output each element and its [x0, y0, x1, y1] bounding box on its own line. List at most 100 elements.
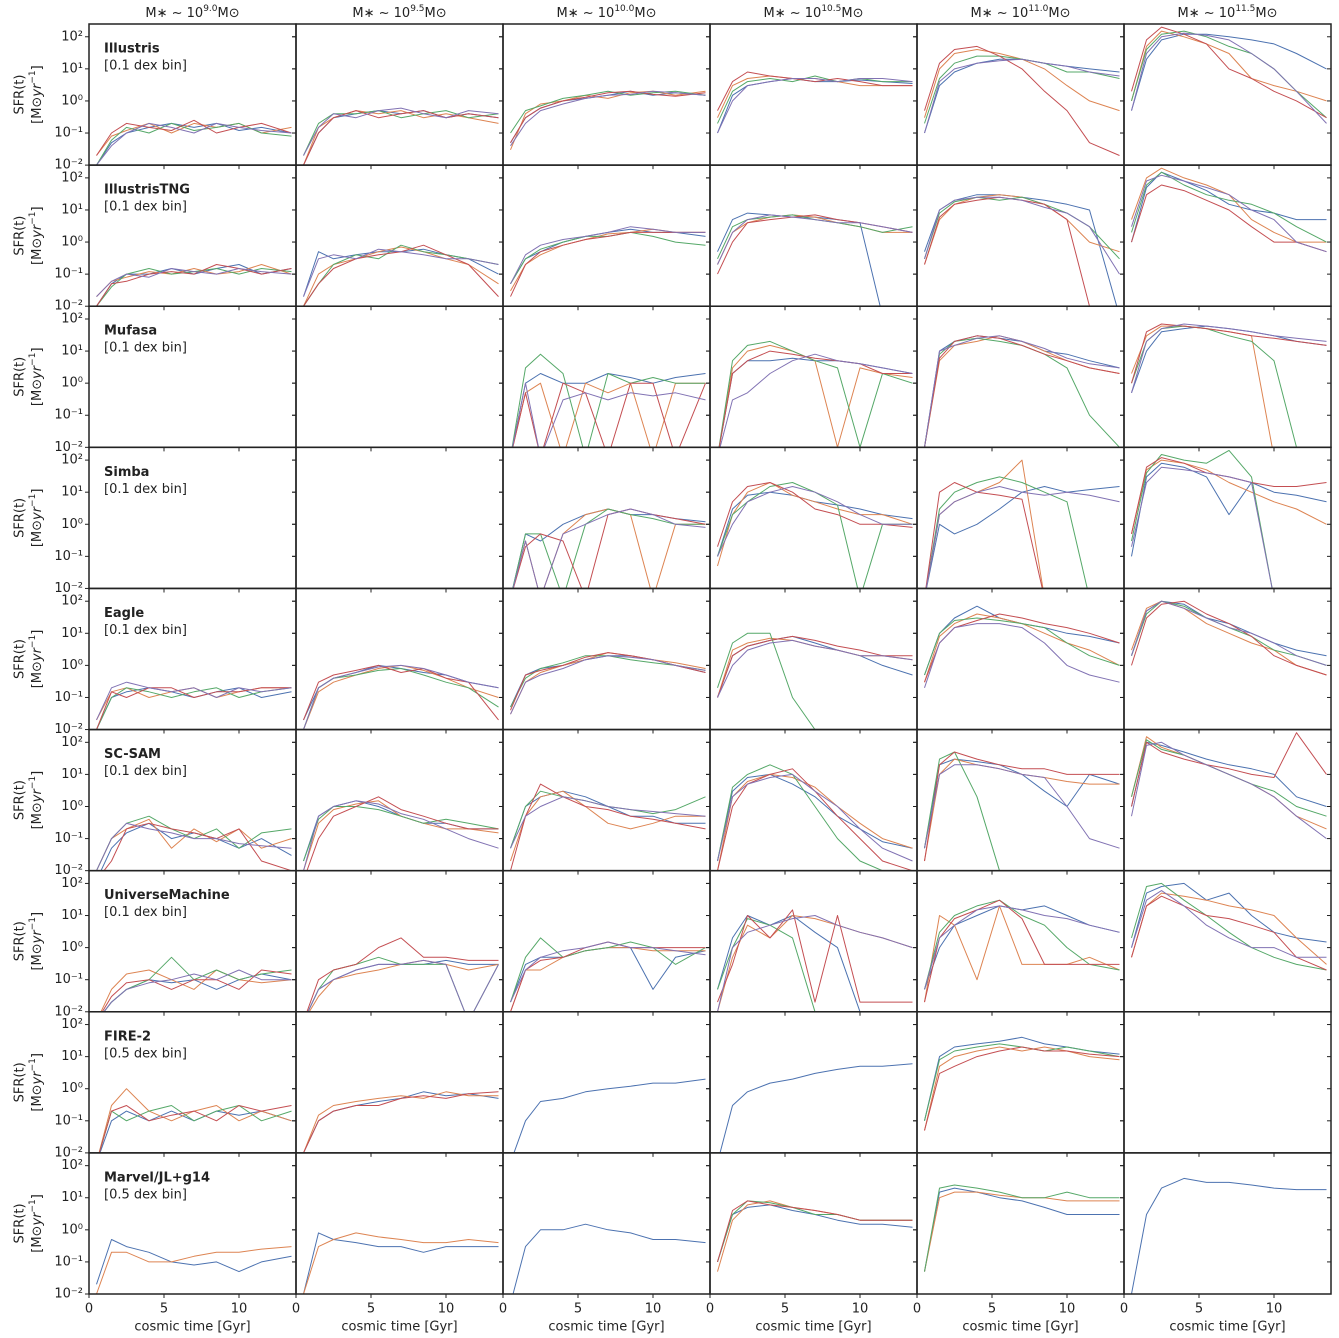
panel [1131, 882, 1327, 971]
panel-frame [1123, 1152, 1332, 1295]
panel-frame [916, 164, 1125, 307]
y-tick-label: 10⁻¹ [54, 1254, 83, 1269]
sfr-line [1131, 174, 1327, 253]
y-tick-label: 10² [61, 1158, 83, 1173]
sfr-line [1131, 459, 1327, 535]
row-bin: [0.1 dex bin] [104, 482, 187, 497]
row-label: Eagle [104, 606, 144, 621]
panel-frame [295, 1152, 504, 1295]
sfr-line [510, 231, 706, 285]
row-label: Mufasa [104, 324, 157, 339]
sfr-line [510, 941, 706, 1003]
sfr-line [307, 959, 499, 1012]
sfr-line [924, 899, 1120, 990]
unit-exp: −1 [28, 635, 38, 648]
panel-frame [916, 587, 1125, 731]
sfr-line [510, 652, 706, 711]
sfr-line [96, 122, 292, 166]
sfr-line [1131, 171, 1327, 243]
unit-yr: yr [30, 1211, 45, 1227]
sfr-line [717, 482, 913, 547]
unit-open: [M⊙ [30, 520, 45, 547]
sfr-line [717, 909, 913, 1003]
sfr-line [925, 486, 1120, 589]
sfr-line [96, 818, 292, 871]
panel [1131, 1177, 1327, 1295]
sfr-line [303, 800, 499, 871]
title-exponent: 11.0 [1028, 4, 1048, 14]
panel [510, 226, 706, 297]
x-tick-label: 5 [781, 1302, 789, 1317]
y-axis-label: [M⊙yr−1] [28, 1194, 45, 1253]
panel-frame [916, 869, 1125, 1013]
title-suffix: M⊙ [218, 6, 240, 21]
panel [717, 482, 913, 589]
sfr-line [924, 613, 1120, 683]
unit-open: [M⊙ [30, 1084, 45, 1111]
panel [1131, 732, 1327, 840]
panel-frame [709, 869, 918, 1013]
y-axis-label: SFR(t) [13, 216, 28, 256]
sfr-line [1131, 600, 1327, 657]
sfr-line [303, 246, 499, 307]
panel-frame [502, 728, 711, 872]
x-tick-label: 0 [706, 1302, 714, 1317]
unit-close: ] [30, 206, 45, 211]
y-tick-label: 10⁻¹ [54, 549, 83, 564]
y-axis-label: SFR(t) [13, 921, 28, 961]
row-label: Simba [104, 465, 149, 480]
sfr-line [924, 335, 1120, 448]
panel-frame [502, 446, 711, 590]
unit-close: ] [30, 65, 45, 70]
sfr-line [924, 194, 1118, 307]
panel [512, 1223, 706, 1295]
panel [303, 107, 499, 166]
unit-exp: −1 [28, 917, 38, 930]
y-tick-label: 10¹ [61, 202, 83, 217]
sfr-line [924, 337, 1120, 448]
sfr-line [510, 90, 706, 143]
title-exponent: 9.0 [203, 4, 218, 14]
unit-close: ] [30, 771, 45, 776]
panel-frame [709, 1152, 918, 1295]
sfr-line [303, 668, 499, 730]
panel-frame [709, 23, 918, 166]
sfr-line [717, 482, 913, 567]
x-tick-label: 0 [1120, 1302, 1128, 1317]
sfr-line [512, 508, 706, 589]
sfr-line [924, 196, 1120, 275]
sfr-line [1131, 600, 1327, 676]
sfr-line [96, 264, 292, 307]
title-suffix: M⊙ [1048, 6, 1070, 21]
sfr-line [303, 664, 499, 721]
panel [96, 264, 292, 307]
sfr-line [717, 214, 913, 275]
y-tick-label: 10⁻² [54, 1287, 83, 1302]
sfr-line [718, 350, 913, 448]
y-axis-label: [M⊙yr−1] [28, 771, 45, 830]
sfr-line [510, 937, 706, 1003]
sfr-line [103, 969, 292, 1012]
sfr-line [96, 264, 292, 307]
unit-exp: −1 [28, 211, 38, 224]
y-tick-label: 10⁰ [61, 658, 83, 673]
y-tick-label: 10⁰ [61, 1081, 83, 1096]
sfr-line [96, 1239, 292, 1285]
unit-open: [M⊙ [30, 661, 45, 688]
sfr-line [924, 196, 1092, 307]
y-tick-label: 10⁻² [54, 1004, 83, 1019]
y-axis-label: [M⊙yr−1] [28, 65, 45, 124]
y-tick-label: 10² [61, 29, 83, 44]
sfr-line [1131, 466, 1273, 589]
sfr-line [510, 655, 706, 708]
unit-yr: yr [30, 646, 45, 662]
title-prefix: M∗ ~ 10 [971, 6, 1029, 21]
sfr-line [510, 947, 706, 1003]
sfr-line [717, 773, 913, 871]
sfr-line [510, 655, 706, 715]
title-prefix: M∗ ~ 10 [145, 6, 203, 21]
title-exponent: 11.5 [1235, 4, 1255, 14]
sfr-line [303, 110, 499, 166]
sfr-line [924, 1036, 1120, 1121]
row-label: SC-SAM [104, 747, 161, 762]
